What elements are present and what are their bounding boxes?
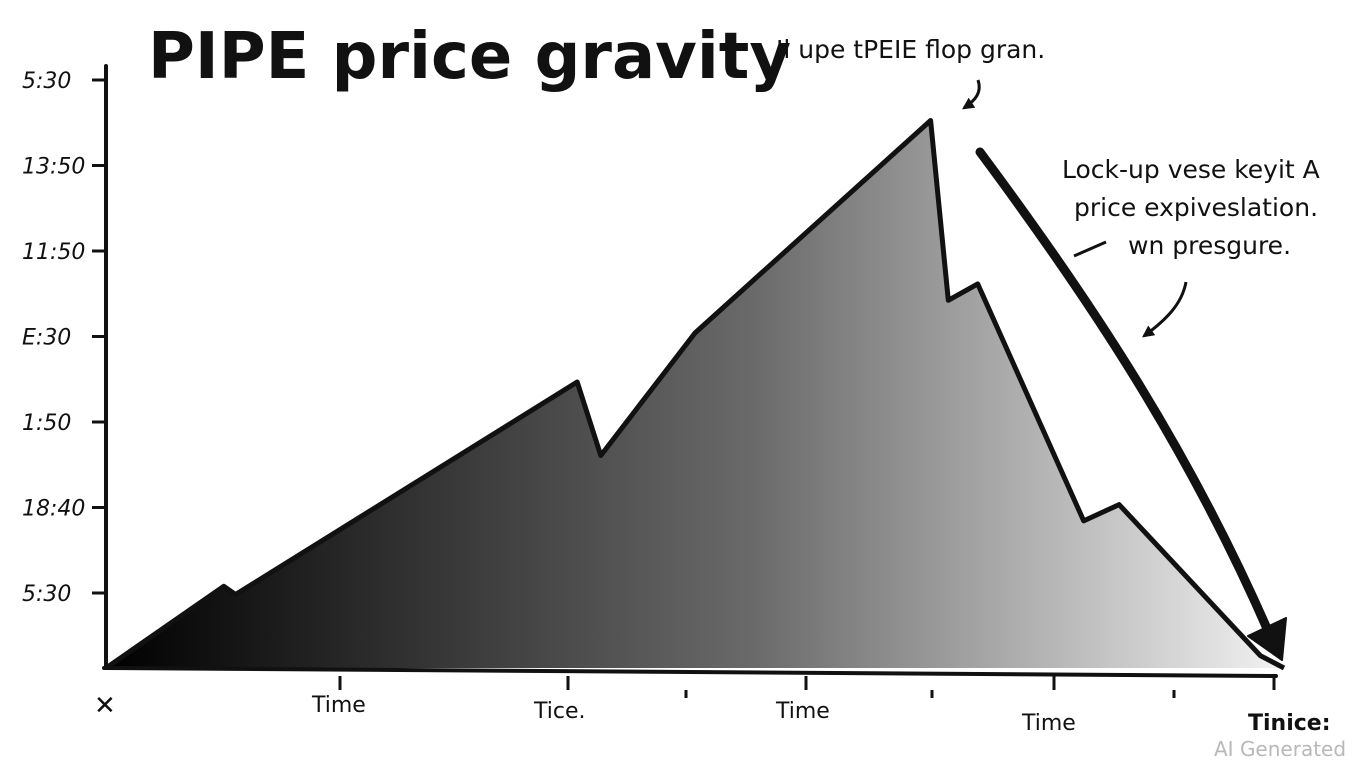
y-ticks: 5:30 13:50 11:50 E:30 1:50 18:40 5:30: [22, 69, 106, 607]
x-tick-label-4: Tinice:: [1248, 711, 1331, 736]
x-tick-label-2: Time: [775, 699, 830, 724]
origin-marker: ✕: [94, 691, 116, 721]
y-tick-label-5: 18:40: [22, 497, 85, 522]
y-tick-label-4: 1:50: [22, 411, 71, 436]
annotation-right-line-2: price expiveslation.: [1074, 193, 1318, 222]
area-layer: [104, 118, 1286, 671]
annotation-right: Lock-up vese keyit A price expiveslation…: [1062, 155, 1320, 260]
x-tick-label-3: Time: [1021, 711, 1076, 736]
y-tick-label-1: 13:50: [22, 155, 85, 180]
annotation-right-line-1: Lock-up vese keyit A: [1062, 155, 1320, 184]
y-tick-label-0: 5:30: [22, 69, 71, 94]
area-fill: [106, 120, 1284, 668]
chart-title: PIPE price gravity: [148, 20, 791, 94]
decline-arrow: [975, 147, 1277, 645]
x-axis: [102, 666, 1278, 678]
annotation-top-arrow: [962, 79, 981, 110]
y-tick-label-6: 5:30: [22, 582, 71, 607]
annotation-top: Il upe tPEIE flop gran.: [776, 35, 1045, 64]
annotation-right-arrow: [1142, 281, 1188, 338]
y-tick-label-3: E:30: [22, 326, 71, 351]
x-tick-label-0: Time: [311, 693, 366, 718]
y-tick-label-2: 11:50: [22, 240, 85, 265]
annotation-right-dash: [1073, 240, 1107, 258]
series-line: [104, 118, 1286, 671]
x-ticks: Time Tice. Time Time Tinice:: [311, 676, 1331, 736]
annotation-right-line-3: wn presgure.: [1128, 231, 1291, 260]
x-tick-label-1: Tice.: [533, 699, 586, 724]
decline-arrow-head: [1247, 617, 1287, 661]
watermark: AI Generated: [1214, 737, 1346, 761]
